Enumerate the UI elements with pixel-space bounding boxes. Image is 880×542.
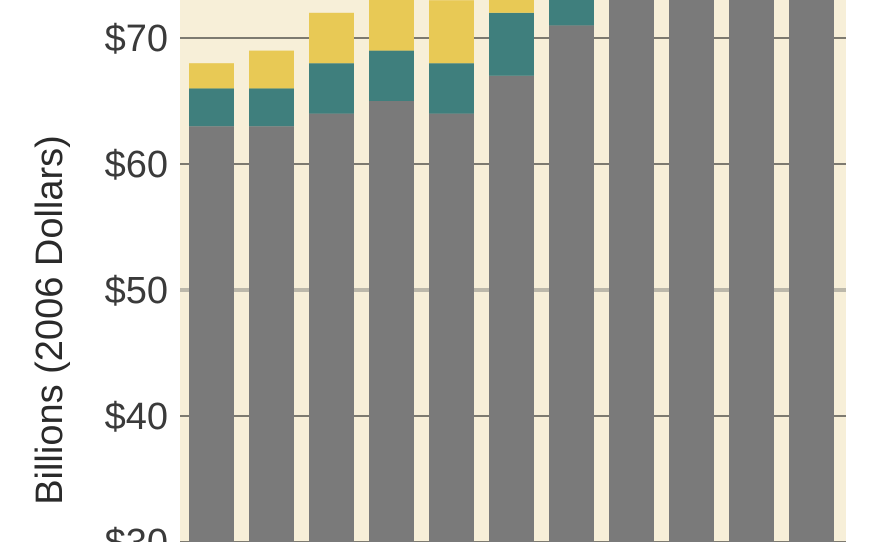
bar-segment-2-4 [369, 50, 414, 101]
bar-segment-2-7 [549, 0, 594, 26]
bar-segment-3-6 [489, 0, 534, 13]
y-tick-label-50: $50 [105, 270, 168, 312]
bar-segment-2-1 [189, 88, 234, 127]
bar-segment-3-5 [429, 0, 474, 64]
bar-segment-1-2 [249, 126, 294, 542]
bar-segment-1-4 [369, 101, 414, 542]
y-tick-label-30: $30 [105, 522, 168, 542]
y-tick-label-60: $60 [105, 144, 168, 186]
bars [189, 0, 834, 542]
bar-segment-1-11 [789, 0, 834, 542]
bar-segment-1-5 [429, 113, 474, 542]
y-tick-label-40: $40 [105, 396, 168, 438]
bar-segment-3-1 [189, 63, 234, 89]
bar-segment-1-8 [609, 0, 654, 542]
bar-segment-1-3 [309, 113, 354, 542]
bar-segment-2-2 [249, 88, 294, 127]
bar-segment-3-3 [309, 12, 354, 64]
bar-segment-3-4 [369, 0, 414, 51]
bar-segment-1-10 [729, 0, 774, 542]
bar-segment-1-6 [489, 75, 534, 542]
y-axis-title: Billions (2006 Dollars) [29, 135, 71, 505]
bar-segment-3-2 [249, 50, 294, 89]
y-tick-labels: $30 $40 $50 $60 $70 [105, 18, 168, 542]
bar-segment-1-1 [189, 126, 234, 542]
y-tick-label-70: $70 [105, 18, 168, 60]
bar-segment-2-5 [429, 63, 474, 114]
bar-segment-1-9 [669, 0, 714, 542]
bar-segment-2-3 [309, 63, 354, 114]
bar-segment-2-6 [489, 12, 534, 76]
bar-segment-1-7 [549, 25, 594, 542]
